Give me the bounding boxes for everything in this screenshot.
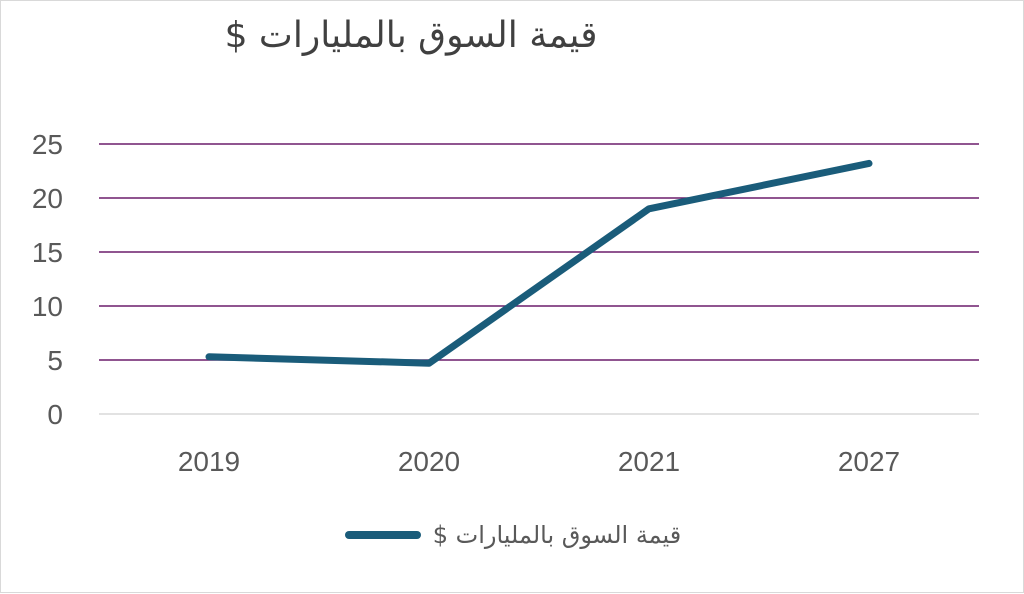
y-tick-label: 10 [32, 291, 63, 322]
legend-swatch [345, 531, 421, 539]
y-tick-label: 5 [47, 345, 63, 376]
x-tick-label: 2027 [838, 446, 900, 477]
x-tick-label: 2020 [398, 446, 460, 477]
y-tick-label: 20 [32, 183, 63, 214]
series-line [209, 163, 869, 363]
legend-label: قيمة السوق بالمليارات $ [433, 521, 682, 549]
y-tick-label: 15 [32, 237, 63, 268]
x-tick-label: 2019 [178, 446, 240, 477]
x-tick-label: 2021 [618, 446, 680, 477]
y-tick-label: 25 [32, 129, 63, 160]
y-tick-label: 0 [47, 399, 63, 430]
legend: قيمة السوق بالمليارات $ [1, 515, 1024, 555]
